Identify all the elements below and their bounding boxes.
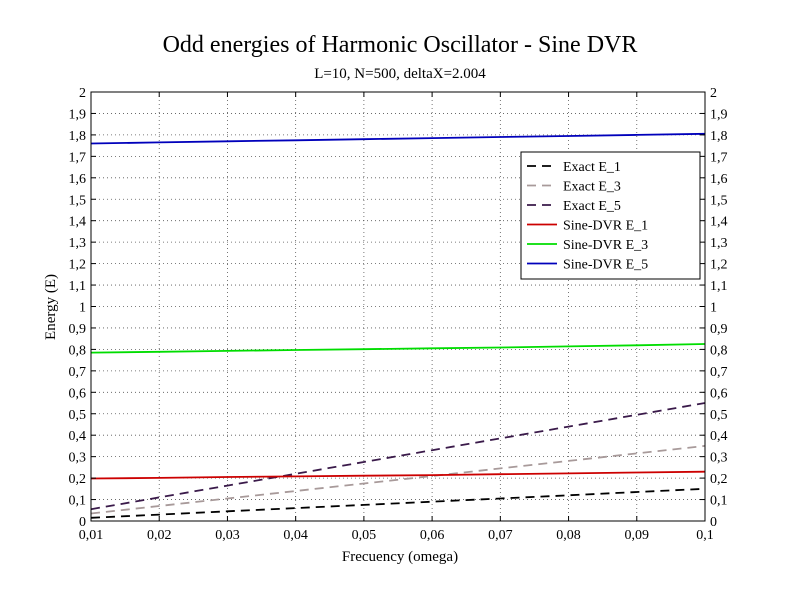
x-tick-label: 0,08 bbox=[556, 528, 581, 543]
y-tick-label-left: 1,2 bbox=[69, 258, 87, 273]
y-tick-label-right: 1,6 bbox=[710, 172, 728, 187]
y-tick-label-left: 0,9 bbox=[69, 322, 87, 337]
y-tick-label-right: 1 bbox=[710, 301, 717, 316]
series-line-1 bbox=[90, 487, 706, 519]
y-axis-title: Energy (E) bbox=[43, 274, 59, 340]
x-tick-label: 0,09 bbox=[625, 528, 650, 543]
series-line-5 bbox=[90, 343, 706, 354]
y-tick-label-right: 1,3 bbox=[710, 236, 728, 251]
series-line-6 bbox=[90, 132, 706, 145]
y-tick-label-right: 0,7 bbox=[710, 365, 728, 380]
y-tick-label-left: 0,5 bbox=[69, 408, 87, 423]
x-tick-label: 0,04 bbox=[283, 528, 308, 543]
y-tick-label-right: 1,5 bbox=[710, 193, 728, 208]
y-tick-label-right: 1,2 bbox=[710, 258, 728, 273]
y-tick-label-left: 1 bbox=[79, 301, 86, 316]
y-tick-label-left: 0,2 bbox=[69, 472, 87, 487]
y-tick-label-left: 1,5 bbox=[69, 193, 87, 208]
x-tick-label: 0,01 bbox=[79, 528, 104, 543]
plot-series bbox=[90, 132, 706, 519]
x-tick-label: 0,03 bbox=[215, 528, 240, 543]
y-tick-label-right: 1,1 bbox=[710, 279, 728, 294]
y-tick-label-left: 1,3 bbox=[69, 236, 87, 251]
legend-label: Exact E_5 bbox=[563, 199, 621, 214]
y-tick-label-right: 1,4 bbox=[710, 215, 728, 230]
y-tick-label-right: 0 bbox=[710, 515, 717, 530]
y-tick-label-left: 0,8 bbox=[69, 343, 87, 358]
x-tick-label: 0,02 bbox=[147, 528, 172, 543]
y-tick-label-left: 0,1 bbox=[69, 494, 87, 509]
y-tick-label-right: 1,8 bbox=[710, 129, 728, 144]
y-tick-label-left: 1,7 bbox=[69, 150, 87, 165]
y-tick-label-left: 0,6 bbox=[69, 386, 87, 401]
legend-label: Sine-DVR E_5 bbox=[563, 258, 648, 273]
legend-label: Sine-DVR E_3 bbox=[563, 238, 648, 253]
y-tick-label-right: 0,2 bbox=[710, 472, 728, 487]
chart-title: Odd energies of Harmonic Oscillator - Si… bbox=[163, 32, 638, 58]
y-tick-label-left: 1,8 bbox=[69, 129, 87, 144]
y-tick-label-left: 1,4 bbox=[69, 215, 87, 230]
y-tick-label-left: 1,1 bbox=[69, 279, 87, 294]
y-tick-label-right: 0,1 bbox=[710, 494, 728, 509]
legend-label: Sine-DVR E_1 bbox=[563, 219, 648, 234]
x-tick-label: 0,07 bbox=[488, 528, 513, 543]
y-tick-label-right: 0,3 bbox=[710, 451, 728, 466]
legend: Exact E_1 Exact E_3 Exact E_5 Sine-DVR E_1 S… bbox=[520, 151, 701, 280]
y-tick-label-left: 1,9 bbox=[69, 107, 87, 122]
y-tick-label-left: 0,3 bbox=[69, 451, 87, 466]
y-tick-label-left: 2 bbox=[79, 86, 86, 101]
series-line-4 bbox=[90, 470, 706, 480]
legend-label: Exact E_3 bbox=[563, 180, 621, 195]
axis-ticks: 0,01 0,02 0,03 0,04 0,05 0,06 0,07 0,08 0,09 0,10… bbox=[69, 86, 728, 543]
y-tick-label-left: 1,6 bbox=[69, 172, 87, 187]
y-tick-label-left: 0 bbox=[79, 515, 86, 530]
x-axis-title: Frecuency (omega) bbox=[342, 549, 458, 565]
y-tick-label-right: 0,4 bbox=[710, 429, 728, 444]
y-tick-label-right: 0,6 bbox=[710, 386, 728, 401]
y-tick-label-right: 1,9 bbox=[710, 107, 728, 122]
y-tick-label-right: 0,8 bbox=[710, 343, 728, 358]
x-tick-label: 0,06 bbox=[420, 528, 445, 543]
legend-label: Exact E_1 bbox=[563, 160, 621, 175]
y-tick-label-right: 2 bbox=[710, 86, 717, 101]
x-tick-label: 0,1 bbox=[696, 528, 714, 543]
chart-subtitle: L=10, N=500, deltaX=2.004 bbox=[314, 66, 486, 82]
y-tick-label-right: 0,5 bbox=[710, 408, 728, 423]
series-line-2 bbox=[90, 445, 706, 515]
legend-box bbox=[520, 151, 701, 280]
y-tick-label-right: 1,7 bbox=[710, 150, 728, 165]
y-tick-label-left: 0,7 bbox=[69, 365, 87, 380]
y-tick-label-right: 0,9 bbox=[710, 322, 728, 337]
x-tick-label: 0,05 bbox=[352, 528, 377, 543]
y-tick-label-left: 0,4 bbox=[69, 429, 87, 444]
